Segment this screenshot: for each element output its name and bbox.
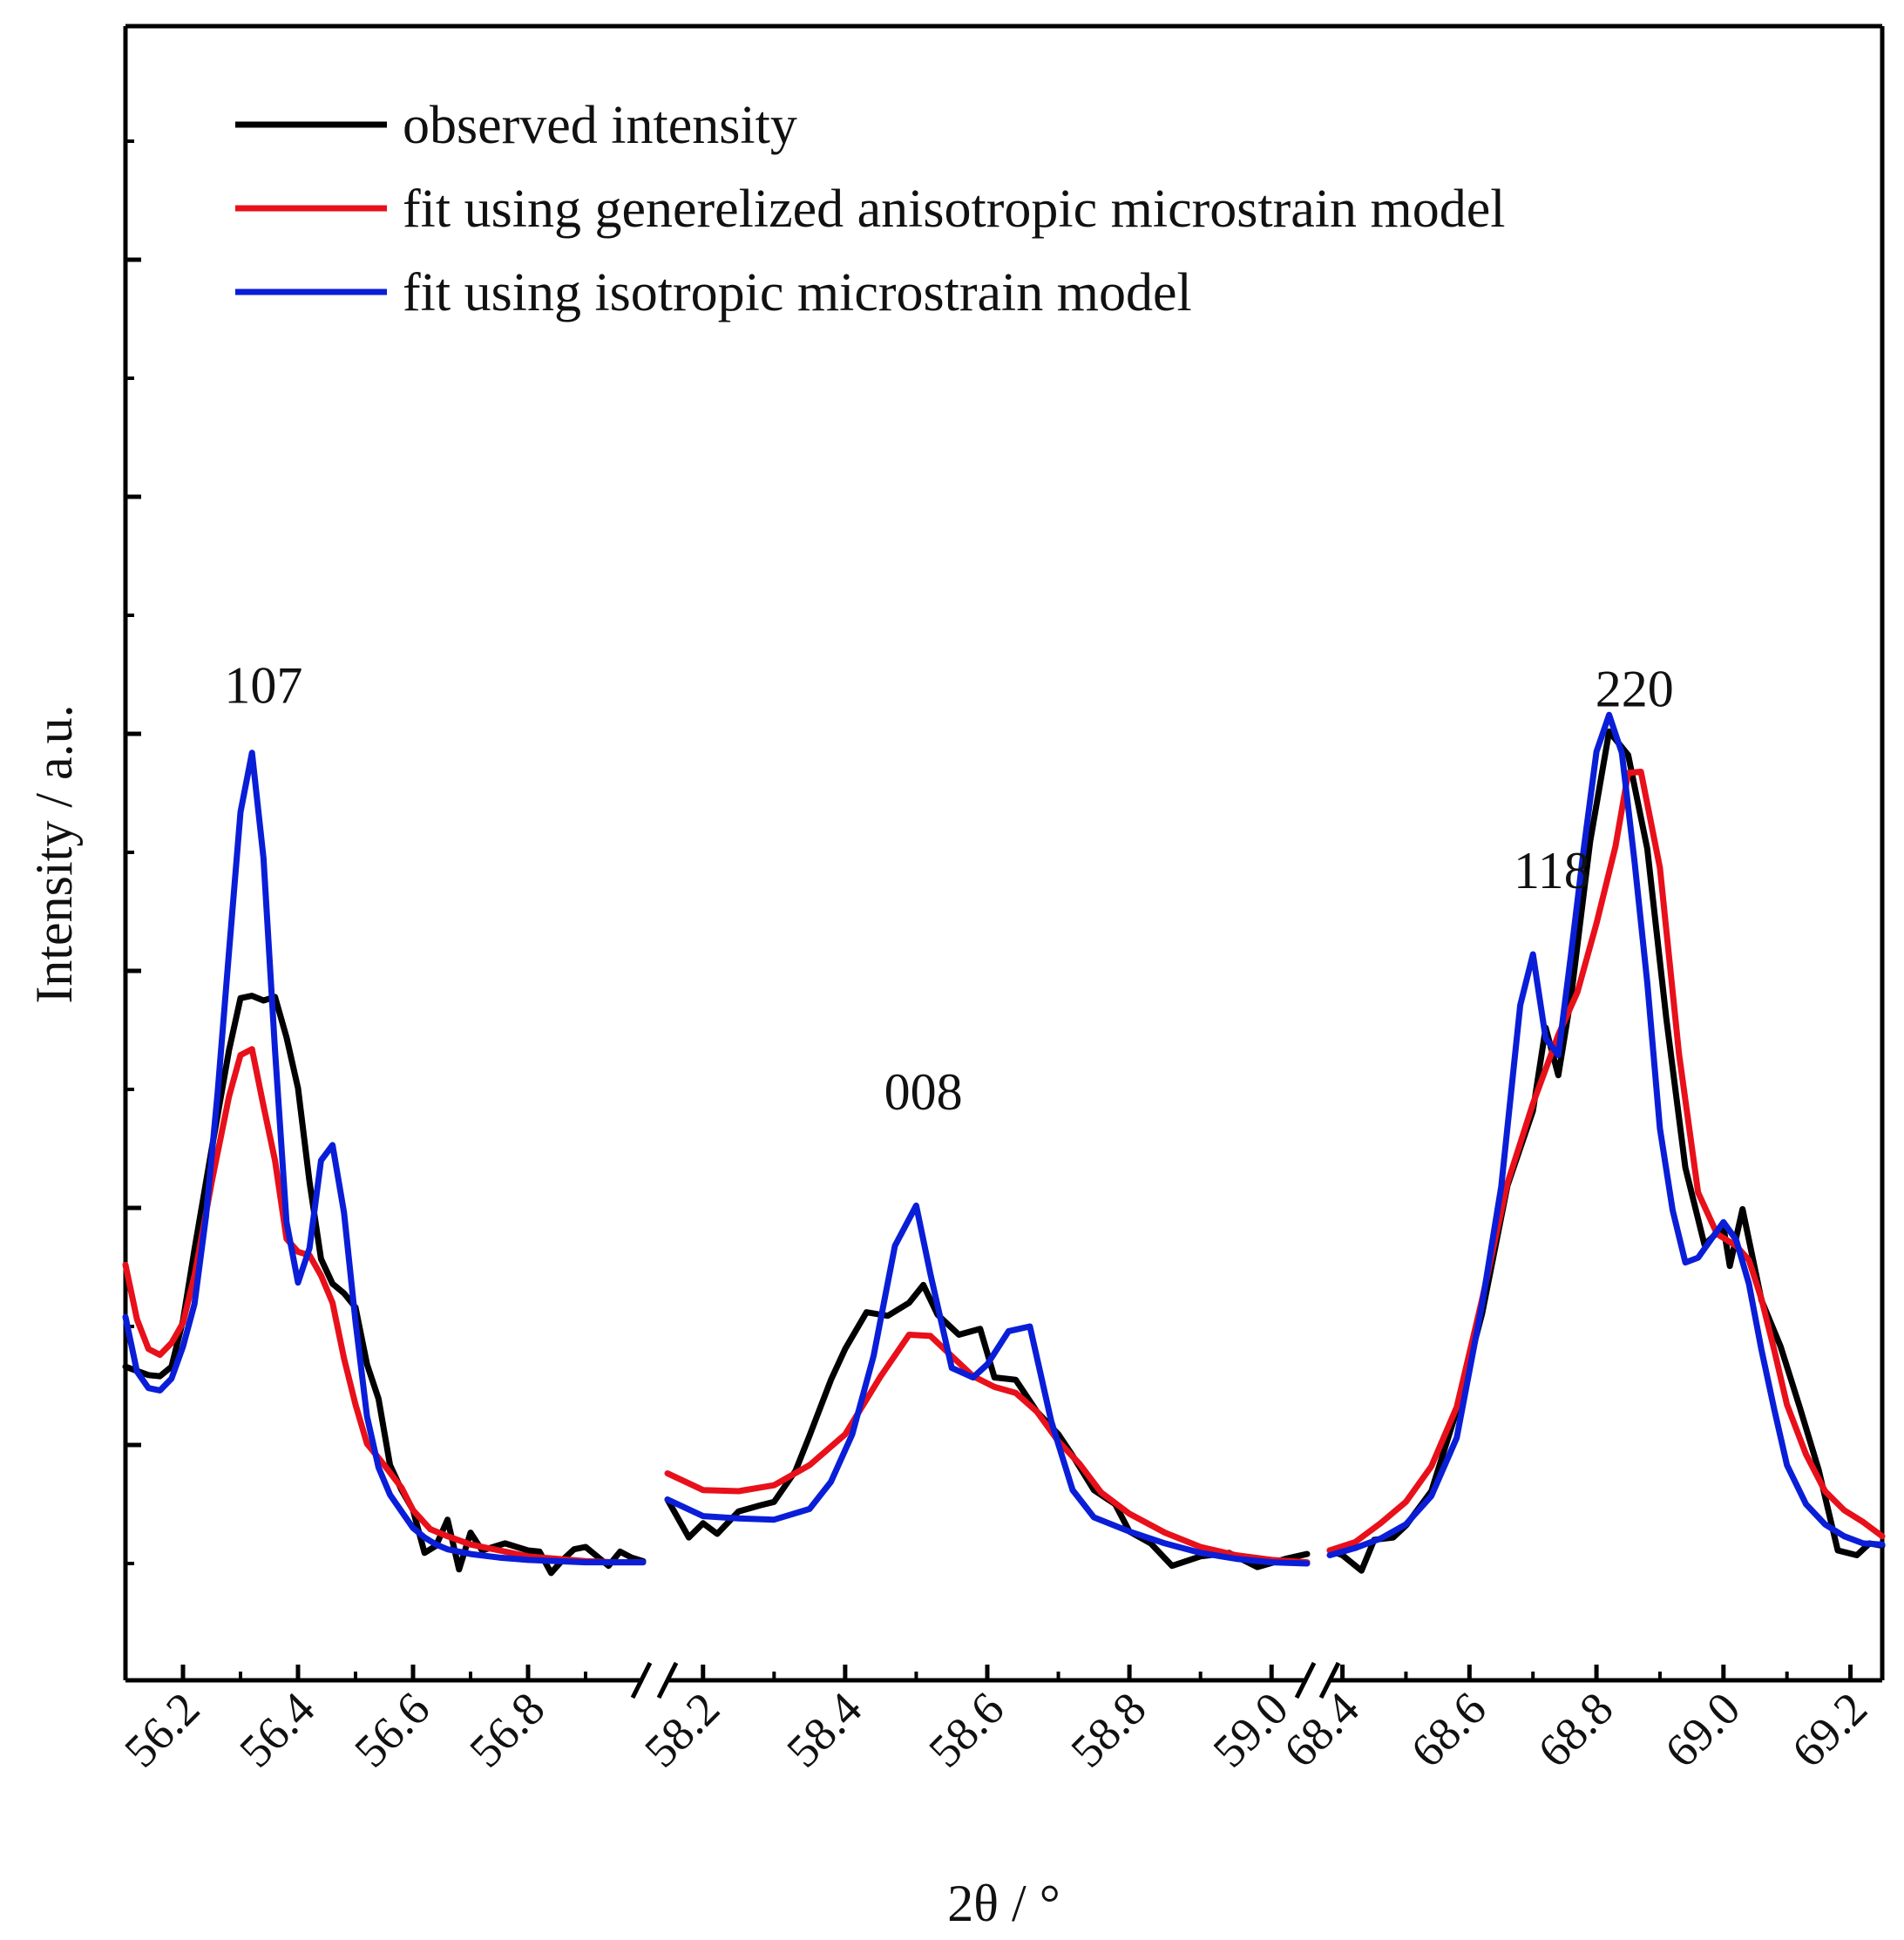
x-tick-label: 68.4 bbox=[1274, 1682, 1369, 1777]
legend-label-anisotropic: fit using generelized anisotropic micros… bbox=[403, 180, 1505, 239]
x-tick-label: 69.0 bbox=[1655, 1682, 1750, 1777]
peak-label-107: 107 bbox=[224, 657, 302, 715]
x-tick-labels: 56.2 56.4 56.6 56.8 58.2 58.4 58.6 58.8 … bbox=[114, 1682, 1877, 1777]
x-tick-label: 58.8 bbox=[1060, 1682, 1155, 1777]
series-fit-using-generelized-anisotropic-microstrain-model-segment-1 bbox=[122, 1046, 647, 1566]
peak-annotations: 107 008 118 220 bbox=[224, 657, 1673, 1121]
series-fit-using-isotropic-microstrain-model-segment-1 bbox=[122, 750, 647, 1566]
x-tick-label: 56.8 bbox=[459, 1682, 554, 1777]
series-fit-using-isotropic-microstrain-model-segment-2 bbox=[664, 1202, 1311, 1567]
peak-label-220: 220 bbox=[1596, 661, 1674, 718]
axis-break-mark bbox=[1294, 1661, 1341, 1699]
x-tick-label: 58.4 bbox=[776, 1682, 871, 1777]
x-tick-label: 69.2 bbox=[1782, 1682, 1877, 1777]
x-axis-minor-ticks bbox=[124, 1672, 1789, 1680]
legend-label-observed: observed intensity bbox=[403, 96, 797, 155]
x-tick-label: 68.8 bbox=[1528, 1682, 1623, 1777]
x-tick-label: 56.6 bbox=[344, 1682, 439, 1777]
axis-break-mark bbox=[630, 1661, 679, 1699]
legend-label-isotropic: fit using isotropic microstrain model bbox=[403, 263, 1192, 322]
x-tick-label: 58.2 bbox=[634, 1682, 729, 1777]
x-axis-title: 2θ / ° bbox=[947, 1875, 1060, 1932]
plot-area bbox=[122, 24, 1886, 1699]
series-observed-intensity-segment-2 bbox=[664, 1281, 1311, 1570]
series-layer bbox=[122, 711, 1886, 1577]
series-fit-using-generelized-anisotropic-microstrain-model-segment-3 bbox=[1326, 769, 1886, 1554]
x-tick-label: 68.6 bbox=[1401, 1682, 1496, 1777]
legend: observed intensity fit using generelized… bbox=[235, 96, 1505, 322]
x-tick-label: 56.4 bbox=[229, 1682, 324, 1777]
y-axis-title: Intensity / a.u. bbox=[25, 704, 83, 1003]
x-tick-label: 58.6 bbox=[918, 1682, 1013, 1777]
series-fit-using-generelized-anisotropic-microstrain-model-segment-2 bbox=[664, 1332, 1311, 1566]
series-fit-using-isotropic-microstrain-model-segment-3 bbox=[1326, 711, 1886, 1558]
bottom-axis bbox=[125, 1661, 1882, 1699]
peak-label-118: 118 bbox=[1514, 842, 1590, 899]
x-tick-label: 56.2 bbox=[114, 1682, 209, 1777]
x-axis-major-ticks bbox=[180, 1665, 1853, 1680]
peak-label-008: 008 bbox=[884, 1063, 963, 1121]
